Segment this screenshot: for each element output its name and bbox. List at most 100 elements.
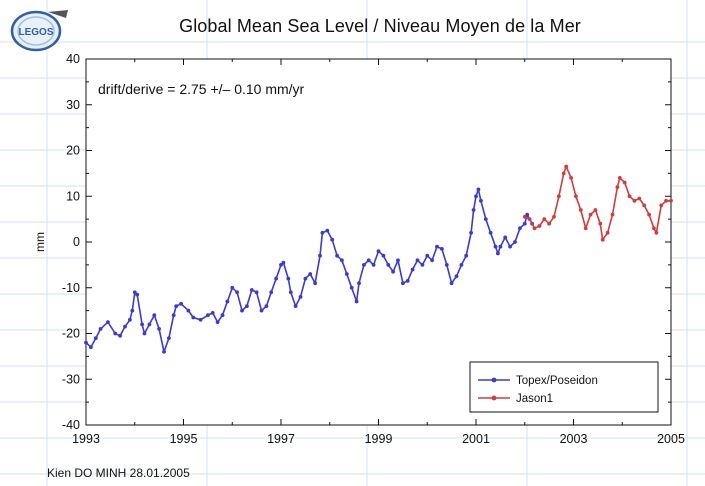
x-tick-label: 2003 (560, 432, 588, 446)
data-point-topex-poseidon (123, 324, 127, 329)
data-point-topex-poseidon (281, 260, 286, 265)
data-point-topex-poseidon (464, 253, 469, 258)
data-point-topex-poseidon (191, 315, 196, 320)
data-point-topex-poseidon (135, 292, 140, 297)
data-point-jason1 (642, 203, 647, 208)
data-point-topex-poseidon (220, 313, 225, 318)
data-point-topex-poseidon (179, 301, 184, 306)
legend-swatch-marker-jason1 (491, 395, 497, 401)
data-point-jason1 (583, 226, 588, 231)
data-point-topex-poseidon (525, 212, 530, 217)
data-point-jason1 (600, 237, 605, 242)
series-layer (84, 164, 673, 354)
data-point-topex-poseidon (249, 288, 254, 292)
y-tick-label: 10 (66, 189, 80, 203)
data-point-topex-poseidon (440, 247, 444, 251)
y-tick-label: -20 (62, 327, 80, 341)
data-point-topex-poseidon (127, 317, 132, 322)
data-point-topex-poseidon (508, 244, 512, 249)
data-point-topex-poseidon (405, 279, 410, 283)
series-line-topex-poseidon (85, 188, 533, 353)
data-point-topex-poseidon (259, 308, 264, 313)
data-point-topex-poseidon (230, 285, 235, 290)
data-point-topex-poseidon (303, 276, 308, 281)
data-point-topex-poseidon (162, 349, 166, 354)
data-point-topex-poseidon (225, 299, 230, 304)
data-point-topex-poseidon (142, 331, 147, 336)
data-point-topex-poseidon (254, 290, 259, 295)
x-tick-label: 1993 (72, 432, 100, 446)
data-point-topex-poseidon (98, 327, 103, 331)
data-point-topex-poseidon (147, 322, 152, 327)
data-point-topex-poseidon (435, 244, 439, 249)
data-point-topex-poseidon (449, 281, 454, 286)
data-point-jason1 (617, 176, 622, 180)
data-point-topex-poseidon (386, 263, 391, 267)
author-credit: Kien DO MINH 28.01.2005 (47, 466, 190, 480)
data-point-jason1 (669, 198, 673, 203)
legend-box (469, 361, 659, 413)
legend-swatch-marker-topex-poseidon (491, 377, 497, 383)
data-point-topex-poseidon (493, 244, 498, 249)
data-point-jason1 (552, 214, 556, 219)
y-tick-label: -10 (62, 281, 80, 295)
data-point-topex-poseidon (444, 263, 449, 267)
data-point-jason1 (615, 185, 620, 190)
data-point-topex-poseidon (288, 290, 293, 295)
data-point-topex-poseidon (215, 320, 220, 324)
data-point-topex-poseidon (340, 258, 344, 263)
y-axis-label: mm (33, 232, 47, 252)
y-tick-label: 20 (66, 144, 80, 158)
data-point-topex-poseidon (318, 253, 322, 258)
data-point-topex-poseidon (274, 276, 278, 281)
data-point-topex-poseidon (469, 230, 473, 235)
data-point-topex-poseidon (106, 320, 110, 324)
data-point-topex-poseidon (488, 230, 493, 235)
data-point-jason1 (569, 176, 573, 180)
y-tick-label: 40 (66, 52, 80, 66)
drift-annotation: drift/derive = 2.75 +/– 0.10 mm/yr (98, 81, 305, 97)
data-point-topex-poseidon (479, 198, 483, 203)
data-point-topex-poseidon (357, 281, 361, 286)
x-tick-label: 2001 (462, 432, 490, 446)
data-point-topex-poseidon (401, 281, 405, 286)
data-point-topex-poseidon (140, 322, 145, 327)
data-point-topex-poseidon (174, 304, 179, 308)
data-point-topex-poseidon (420, 263, 425, 267)
data-point-topex-poseidon (518, 226, 522, 231)
data-point-topex-poseidon (269, 290, 274, 295)
data-point-topex-poseidon (171, 313, 176, 318)
data-point-topex-poseidon (320, 230, 325, 235)
data-point-topex-poseidon (362, 263, 366, 267)
data-point-jason1 (652, 226, 656, 231)
data-point-topex-poseidon (264, 304, 269, 308)
data-point-jason1 (564, 164, 569, 169)
data-point-topex-poseidon (425, 253, 430, 258)
series-jason1 (522, 164, 673, 242)
data-point-topex-poseidon (286, 276, 291, 281)
data-point-topex-poseidon (84, 340, 88, 345)
data-point-jason1 (647, 212, 651, 217)
data-point-topex-poseidon (498, 244, 503, 249)
data-point-jason1 (537, 224, 542, 228)
data-point-jason1 (622, 180, 627, 185)
data-point-topex-poseidon (415, 258, 420, 263)
data-point-jason1 (574, 194, 578, 199)
data-point-jason1 (527, 217, 532, 222)
legend-label-topex-poseidon: Topex/Poseidon (516, 375, 598, 387)
data-point-jason1 (588, 212, 593, 217)
x-tick-label: 1995 (170, 432, 198, 446)
data-point-topex-poseidon (206, 313, 210, 318)
data-point-topex-poseidon (496, 251, 500, 256)
y-tick-label: 0 (73, 235, 80, 249)
data-point-topex-poseidon (371, 263, 376, 267)
data-point-jason1 (637, 196, 642, 201)
data-point-topex-poseidon (113, 331, 118, 336)
data-point-topex-poseidon (167, 336, 171, 340)
y-tick-label: -30 (62, 372, 80, 386)
page-title: Global Mean Sea Level / Niveau Moyen de … (179, 16, 581, 36)
data-point-topex-poseidon (471, 208, 476, 212)
data-point-jason1 (522, 214, 527, 219)
data-point-topex-poseidon (240, 308, 244, 313)
